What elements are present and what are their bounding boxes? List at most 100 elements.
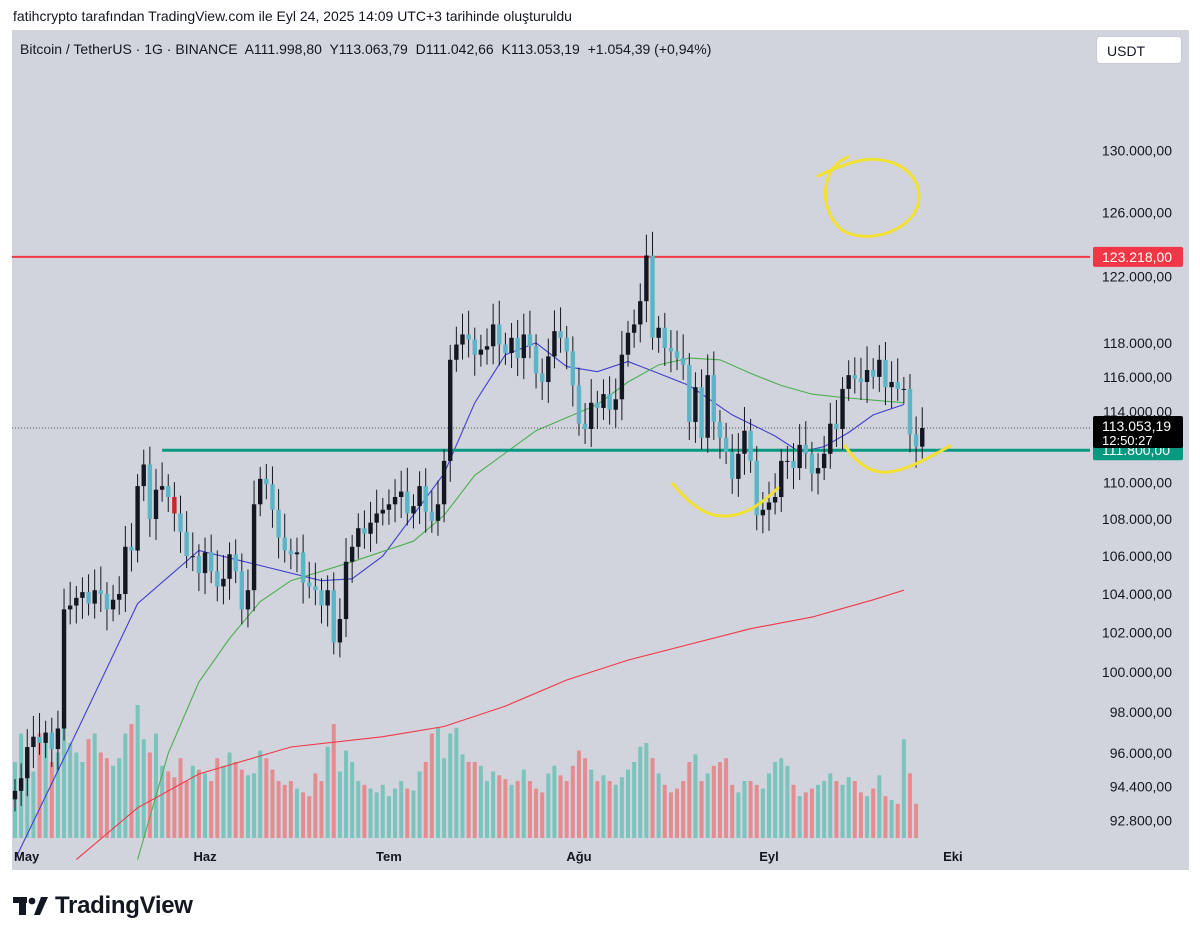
time-axis: May Haz Tem Ağu Eyl Eki <box>14 849 963 864</box>
candle-body <box>809 453 815 474</box>
volume-bar <box>282 784 287 838</box>
volume-bar <box>840 784 845 838</box>
price-tick-label: 100.000,00 <box>1102 664 1172 680</box>
candle-body <box>386 504 392 510</box>
volume-bar <box>294 788 299 838</box>
candle-body <box>674 351 680 359</box>
candle-body <box>576 385 582 424</box>
candle-body <box>117 594 122 600</box>
volume-bar <box>748 781 753 838</box>
volume-bar <box>356 781 361 838</box>
candle-body <box>803 444 808 454</box>
candle-body <box>349 546 355 562</box>
volume-bar <box>258 750 263 838</box>
candle-body <box>582 423 588 429</box>
candle-body <box>791 460 796 469</box>
candle-body <box>852 375 858 379</box>
candle-body <box>319 590 324 606</box>
candle-body <box>864 370 870 383</box>
volume-bar <box>883 796 888 838</box>
candle-body <box>448 359 453 461</box>
candle-body <box>601 394 606 408</box>
candle-body <box>723 437 729 452</box>
candle-body <box>18 778 24 791</box>
candle-body <box>772 496 778 503</box>
candle-body <box>55 728 61 750</box>
volume-bar <box>374 792 379 838</box>
candle-body <box>748 430 753 461</box>
candle-body <box>527 334 533 347</box>
candle-body <box>693 387 698 422</box>
candle-body <box>717 421 723 438</box>
candle-body <box>625 332 631 355</box>
volume-bar <box>49 762 54 838</box>
time-tick-label: Ağu <box>566 849 591 864</box>
volume-bar <box>37 733 42 838</box>
volume-bar <box>307 796 312 838</box>
volume-bar <box>442 758 447 838</box>
candle-body <box>552 331 557 357</box>
last-price-label: 113.053,19 <box>1102 418 1171 434</box>
volume-bar <box>521 769 526 838</box>
candle-body <box>288 550 294 555</box>
candle-body <box>913 434 919 447</box>
volume-bar <box>417 771 422 838</box>
volume-bar <box>687 762 692 838</box>
tradingview-logo[interactable]: TradingView <box>13 892 193 920</box>
volume-bar <box>699 781 704 838</box>
volume-bar <box>147 752 152 838</box>
candle-body <box>331 590 336 643</box>
volume-bar <box>760 788 765 838</box>
volume-bar <box>233 762 238 838</box>
candle-body <box>61 609 67 729</box>
candle-body <box>67 605 73 610</box>
volume-bar <box>730 784 735 838</box>
candle-body <box>423 486 428 512</box>
volume-bar <box>301 792 306 838</box>
volume-bar <box>368 788 373 838</box>
annotation-curve-left[interactable] <box>671 482 780 518</box>
candle-body <box>533 346 539 374</box>
candle-body <box>779 460 784 497</box>
volume-bar <box>184 781 189 838</box>
candle-body <box>472 339 477 355</box>
volume-bar <box>509 784 514 838</box>
candle-body <box>282 537 287 551</box>
volume-bar <box>478 765 483 838</box>
candle-body <box>270 484 275 510</box>
candle-body <box>411 506 416 514</box>
candle-body <box>429 511 435 521</box>
volume-bar <box>613 784 618 838</box>
price-tick-label: 114.000,00 <box>1103 403 1172 419</box>
currency-button[interactable]: USDT <box>1096 36 1182 64</box>
candle-body <box>276 509 281 538</box>
candle-body <box>680 358 686 365</box>
volume-bar <box>503 779 508 838</box>
volume-bar <box>846 777 851 838</box>
volume-bar <box>319 781 324 838</box>
volume-bar <box>411 790 416 838</box>
candle-body <box>840 388 845 429</box>
annotation-curve-right[interactable] <box>843 444 952 474</box>
price-tick-label: 110.000,00 <box>1103 474 1172 490</box>
candle-body <box>515 337 520 359</box>
candle-body <box>251 504 257 591</box>
annotation-circle[interactable] <box>816 155 921 238</box>
price-tick-label: 94.400,00 <box>1110 779 1172 795</box>
candle-body <box>110 599 116 610</box>
volume-bar <box>595 781 600 838</box>
volume-bar <box>62 724 67 838</box>
volume-bar <box>515 781 520 838</box>
volume-bar <box>681 781 686 838</box>
price-tick-label: 116.000,00 <box>1103 369 1172 385</box>
volume-bar <box>55 752 60 838</box>
volume-bar <box>564 781 569 838</box>
candle-body <box>484 346 490 350</box>
candle-body <box>920 428 925 447</box>
candle-body <box>172 496 177 514</box>
volume-bar <box>626 769 630 838</box>
candle-body <box>705 375 710 438</box>
volume-bar <box>901 739 906 838</box>
candle-body <box>570 351 576 386</box>
